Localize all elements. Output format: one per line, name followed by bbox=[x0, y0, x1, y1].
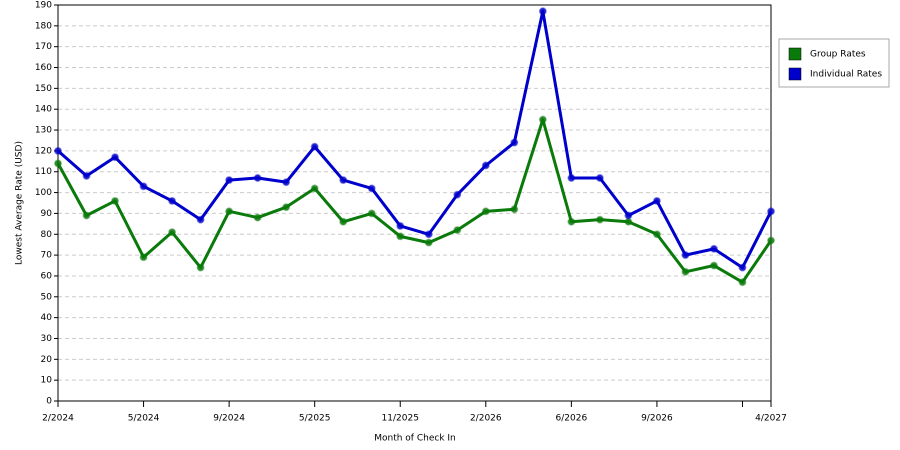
data-point bbox=[453, 226, 462, 235]
x-tick-label: 4/2027 bbox=[755, 414, 787, 424]
y-tick-label: 190 bbox=[35, 1, 52, 11]
legend-label: Group Rates bbox=[810, 50, 866, 60]
data-point bbox=[710, 244, 718, 253]
y-tick-label: 170 bbox=[35, 42, 52, 52]
data-point bbox=[681, 251, 690, 260]
y-tick-label: 80 bbox=[41, 230, 53, 240]
data-point bbox=[310, 184, 319, 193]
data-point bbox=[82, 211, 91, 220]
y-tick-label: 110 bbox=[35, 167, 52, 177]
y-tick-label: 140 bbox=[35, 105, 52, 115]
x-tick-label: 5/2024 bbox=[128, 414, 160, 424]
data-point bbox=[767, 207, 775, 216]
data-point bbox=[424, 230, 433, 239]
data-point bbox=[367, 184, 376, 193]
y-tick-label: 40 bbox=[41, 313, 53, 323]
x-tick-label: 6/2026 bbox=[556, 414, 588, 424]
data-point bbox=[54, 159, 62, 168]
data-point bbox=[510, 138, 519, 147]
data-point bbox=[82, 171, 91, 180]
legend-swatch bbox=[788, 47, 802, 61]
data-point bbox=[396, 232, 405, 241]
data-point bbox=[225, 176, 234, 185]
data-point bbox=[310, 142, 319, 151]
legend-swatch bbox=[788, 67, 802, 81]
y-tick-label: 20 bbox=[41, 355, 53, 365]
data-point bbox=[111, 196, 119, 205]
y-tick-label: 70 bbox=[41, 251, 53, 261]
data-point bbox=[424, 238, 433, 247]
series-line bbox=[57, 9, 773, 270]
data-point bbox=[681, 267, 690, 276]
x-tick-label: 11/2025 bbox=[382, 414, 419, 424]
data-point bbox=[538, 115, 547, 124]
y-tick-label: 60 bbox=[41, 271, 53, 281]
y-tick-label: 100 bbox=[35, 188, 52, 198]
data-point bbox=[367, 209, 376, 218]
data-point bbox=[139, 182, 148, 191]
x-tick-label: 5/2025 bbox=[299, 414, 331, 424]
data-point bbox=[282, 178, 291, 187]
data-point bbox=[567, 174, 576, 182]
y-tick-label: 180 bbox=[35, 21, 52, 31]
data-point bbox=[196, 263, 205, 272]
y-tick-label: 10 bbox=[41, 376, 53, 386]
y-tick-label: 0 bbox=[46, 397, 52, 407]
data-point bbox=[168, 228, 177, 237]
series-line bbox=[56, 118, 773, 284]
data-point bbox=[652, 196, 661, 205]
data-point bbox=[453, 190, 462, 199]
x-tick-label: 2/2026 bbox=[470, 414, 502, 424]
data-point bbox=[253, 174, 262, 182]
data-point bbox=[339, 176, 348, 185]
data-point bbox=[111, 153, 119, 162]
data-point bbox=[738, 278, 747, 287]
data-point bbox=[652, 230, 661, 239]
legend: Group Rates Individual Rates bbox=[778, 38, 890, 88]
data-point bbox=[710, 261, 718, 270]
data-point bbox=[253, 213, 262, 222]
y-tick-label: 50 bbox=[41, 292, 53, 302]
y-tick-label: 130 bbox=[35, 126, 52, 136]
data-point bbox=[624, 211, 633, 220]
plot-frame bbox=[57, 4, 772, 402]
legend-label: Individual Rates bbox=[810, 70, 882, 80]
data-point bbox=[54, 146, 62, 155]
data-point bbox=[595, 215, 604, 224]
y-axis-title: Lowest Average Rate (USD) bbox=[15, 141, 25, 265]
data-point bbox=[567, 217, 576, 226]
data-point bbox=[481, 207, 490, 216]
data-point bbox=[396, 221, 405, 230]
data-point bbox=[282, 203, 291, 212]
data-point bbox=[767, 236, 775, 245]
y-tick-label: 30 bbox=[41, 334, 53, 344]
data-point bbox=[538, 7, 547, 16]
y-tick-label: 120 bbox=[35, 146, 52, 156]
x-tick-label: 9/2024 bbox=[213, 414, 245, 424]
x-tick-label: 2/2024 bbox=[42, 414, 74, 424]
data-point bbox=[225, 207, 234, 216]
x-tick-label: 9/2026 bbox=[641, 414, 673, 424]
y-tick-label: 160 bbox=[35, 63, 52, 73]
data-point bbox=[481, 161, 490, 170]
data-point bbox=[196, 215, 205, 224]
y-tick-label: 90 bbox=[41, 209, 53, 219]
y-tick-label: 150 bbox=[35, 84, 52, 94]
data-point bbox=[624, 217, 633, 226]
data-point bbox=[339, 217, 348, 226]
data-point bbox=[595, 174, 604, 182]
data-point bbox=[168, 196, 177, 205]
data-point bbox=[510, 205, 519, 214]
data-point bbox=[139, 253, 148, 262]
data-point bbox=[738, 263, 747, 272]
x-axis-title: Month of Check In bbox=[374, 434, 456, 444]
